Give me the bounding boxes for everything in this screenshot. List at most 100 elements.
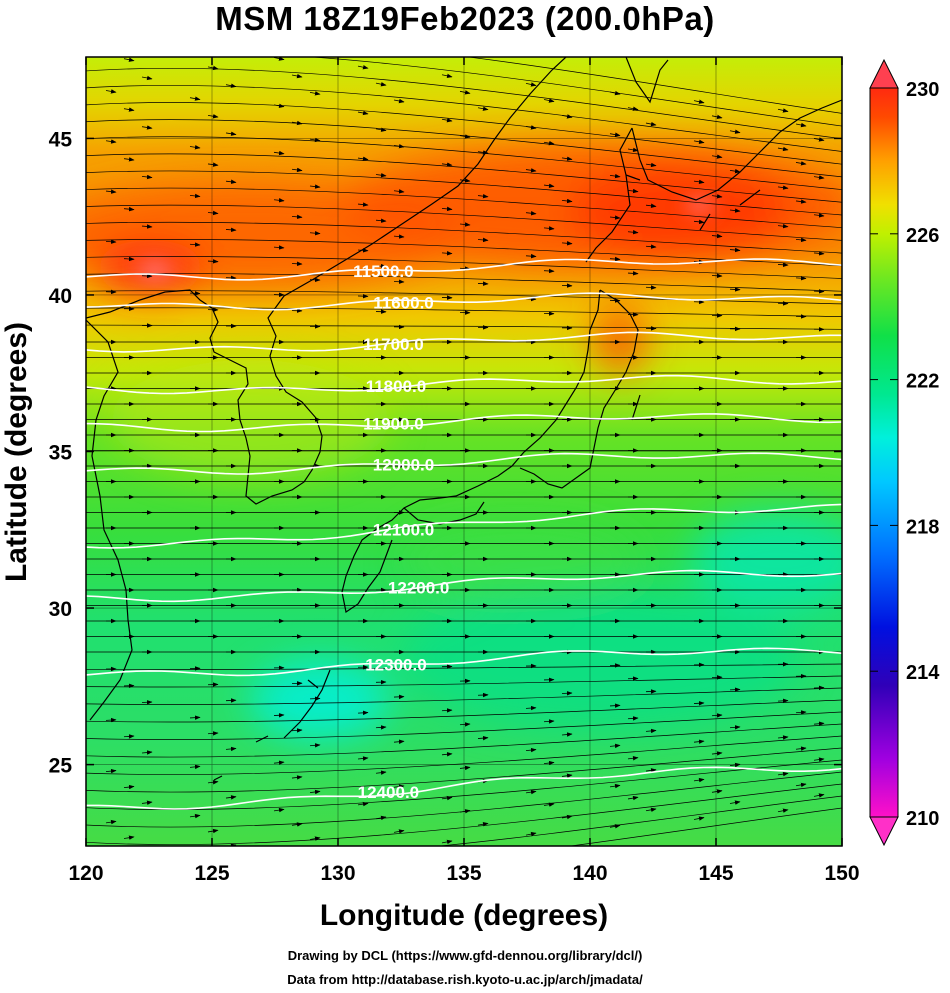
wind-arrow [141,750,153,755]
wind-arrow [357,756,369,761]
wind-arrow [711,789,723,794]
wind-arrow [795,237,807,243]
wind-arrow [627,271,639,276]
wind-arrow [309,137,321,143]
wind-arrow [141,125,153,130]
wind-arrow [609,215,621,220]
wind-arrow [142,852,152,854]
wind-arrow [189,813,201,819]
contour-line [86,647,842,677]
wind-arrow [441,162,453,167]
wind-streamlines [86,40,842,874]
wind-arrow [711,154,723,159]
streamline [86,221,842,254]
wind-arrow [477,735,489,741]
contour-label: 11500.0 [353,262,414,281]
wind-arrow [190,49,200,51]
colorbar-max-arrow [869,58,899,89]
wind-arrow [645,807,657,813]
wind-arrow [525,253,537,259]
wind-arrow [105,189,117,194]
wind-arrow [477,150,489,155]
y-tick-label: 25 [49,755,73,778]
wind-arrow [813,175,825,180]
x-tick-label: 125 [194,862,229,885]
wind-arrow [645,768,657,773]
x-tick-label: 120 [68,862,103,885]
wind-arrow [543,226,555,231]
wind-arrow [393,189,405,194]
wind-arrow [225,179,237,184]
wind-arrow [813,721,825,726]
wind-arrow [309,184,321,189]
wind-arrow [141,224,153,229]
wind-arrow [207,259,219,264]
wind-arrow [729,725,741,730]
colorbar-gradient [869,87,899,818]
wind-arrow [777,108,789,113]
colorbar-tick-label: 218 [906,516,939,538]
wind-arrow [459,90,471,95]
wind-arrow [645,244,657,249]
contour-label: 11800.0 [366,377,427,396]
streamline [86,723,842,758]
wind-arrow [207,65,219,71]
wind-arrow [543,268,555,274]
wind-arrow [273,760,285,765]
wind-arrow [106,872,116,874]
footer-credit-dcl: Drawing by DCL (https://www.gfd-dennou.o… [287,948,643,963]
wind-arrow [106,40,116,42]
wind-arrow [273,57,285,61]
wind-arrow [375,218,387,223]
contour-line [86,331,842,353]
wind-arrow [777,223,789,229]
wind-arrow [393,98,405,104]
wind-arrow [477,106,489,111]
wind-arrow [609,256,621,262]
streamline [86,187,842,229]
streamline [307,57,842,127]
wind-arrow [123,734,135,739]
wind-arrow [777,808,789,813]
wind-arrow [357,110,369,116]
wind-arrow [309,230,321,236]
wind-arrow [693,99,705,104]
wind-arrow [105,768,117,774]
height-contours: 11500.0 11600.0 11700.0 11800.0 11900.0 12000… [86,258,842,810]
wind-arrow [123,107,135,112]
wind-arrow [375,172,387,178]
wind-arrow [274,857,284,859]
streamline [86,675,842,688]
wind-arrow [123,157,135,162]
wind-arrow [273,713,285,718]
wind-arrow [441,73,453,79]
contour-label: 12200.0 [388,578,449,597]
wind-arrow [225,227,237,233]
wind-arrow [609,703,621,708]
wind-arrow [627,756,639,761]
streamline [86,711,842,740]
wind-arrow [729,208,741,213]
wind-arrow [375,263,387,269]
wind-arrow [777,146,789,152]
wind-arrow [609,173,621,179]
y-tick-label: 40 [49,285,72,308]
wind-arrow [795,782,807,788]
wind-arrow [627,147,639,153]
wind-arrow [207,828,219,834]
wind-arrow [393,829,405,834]
wind-arrow [477,822,489,827]
page-title: MSM 18Z19Feb2023 (200.0hPa) [215,0,715,37]
wind-arrow [393,234,405,239]
coastlines [86,57,842,781]
wind-arrow [375,725,387,730]
wind-arrow [105,89,117,94]
wind-arrow [561,198,573,204]
wind-arrow [207,780,219,785]
wind-arrow [543,140,555,146]
x-tick-label: 130 [320,862,355,885]
wind-arrow [711,713,723,718]
wind-arrow [189,242,201,247]
streamline [86,204,842,241]
